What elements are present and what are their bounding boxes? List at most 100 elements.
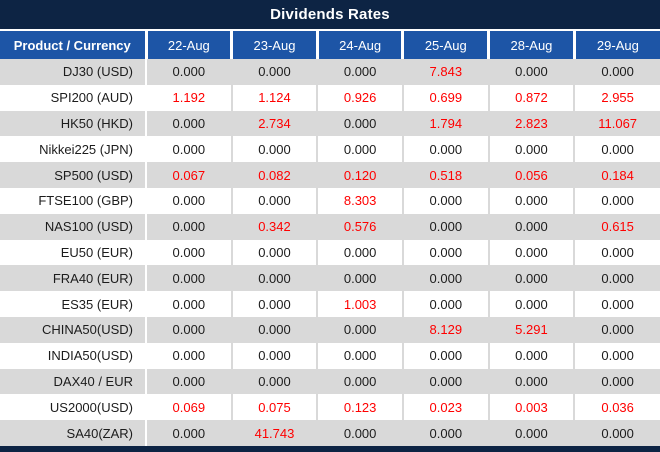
product-cell: ES35 (EUR) [0,291,147,317]
value-cell: 1.003 [316,291,403,317]
value-cell: 7.843 [401,59,489,85]
column-header-date-1: 22-Aug [144,31,232,59]
product-cell: HK50 (HKD) [0,110,147,137]
value-cell: 0.120 [316,162,403,188]
value-cell: 0.000 [573,59,660,85]
value-cell: 0.000 [573,316,660,343]
value-cell: 0.000 [573,291,660,317]
table-row: SP500 (USD) 0.067 0.082 0.120 0.518 0.056 0.18… [0,162,660,188]
value-cell: 0.000 [316,59,403,85]
value-cell: 2.734 [230,110,318,137]
value-cell: 0.000 [316,368,403,395]
value-cell: 0.000 [401,342,489,369]
product-cell: SPI200 (AUD) [0,84,147,111]
value-cell: 0.000 [573,420,660,446]
value-cell: 0.615 [573,213,660,240]
value-cell: 0.000 [316,265,403,292]
product-cell: SA40(ZAR) [0,420,147,446]
table-row: SA40(ZAR) 0.000 41.743 0.000 0.000 0.000 0.000 [0,420,660,446]
value-cell: 0.056 [487,162,575,188]
value-cell: 0.000 [145,110,232,137]
product-cell: SP500 (USD) [0,162,147,188]
product-cell: NAS100 (USD) [0,213,147,240]
value-cell: 0.000 [487,342,575,369]
table-row: EU50 (EUR) 0.000 0.000 0.000 0.000 0.000 0.000 [0,239,660,266]
table-row: SPI200 (AUD) 1.192 1.124 0.926 0.699 0.872 2.9… [0,84,660,111]
value-cell: 0.000 [401,291,489,317]
value-cell: 0.000 [230,265,318,292]
table-row: FRA40 (EUR) 0.000 0.000 0.000 0.000 0.000 0.00… [0,265,660,292]
value-cell: 0.000 [573,239,660,266]
product-cell: FRA40 (EUR) [0,265,147,292]
title-bar: Dividends Rates [0,0,660,31]
value-cell: 0.000 [573,342,660,369]
value-cell: 0.000 [401,239,489,266]
product-cell: EU50 (EUR) [0,239,147,266]
value-cell: 0.000 [145,368,232,395]
value-cell: 1.192 [145,84,232,111]
value-cell: 0.000 [487,136,575,163]
value-cell: 8.303 [316,187,403,214]
value-cell: 0.000 [145,291,232,317]
value-cell: 0.000 [401,265,489,292]
value-cell: 0.082 [230,162,318,188]
value-cell: 1.124 [230,84,318,111]
value-cell: 0.000 [316,136,403,163]
value-cell: 0.000 [230,342,318,369]
value-cell: 0.075 [230,394,318,421]
value-cell: 0.000 [145,213,232,240]
value-cell: 5.291 [487,316,575,343]
value-cell: 0.000 [230,187,318,214]
table-row: INDIA50(USD) 0.000 0.000 0.000 0.000 0.000 0.0… [0,342,660,369]
column-header-date-6: 29-Aug [572,31,660,59]
value-cell: 0.000 [401,187,489,214]
value-cell: 0.000 [487,420,575,446]
product-cell: US2000(USD) [0,394,147,421]
table-row: NAS100 (USD) 0.000 0.342 0.576 0.000 0.000 0.6… [0,213,660,240]
column-header-product: Product / Currency [0,31,146,59]
value-cell: 0.000 [401,136,489,163]
value-cell: 0.000 [230,136,318,163]
column-header-date-2: 23-Aug [230,31,318,59]
column-header-date-4: 25-Aug [401,31,489,59]
value-cell: 0.000 [145,316,232,343]
page-title: Dividends Rates [270,6,390,23]
header-row: Product / Currency 22-Aug 23-Aug 24-Aug … [0,31,660,59]
value-cell: 0.000 [230,368,318,395]
value-cell: 0.000 [487,59,575,85]
table-row: ES35 (EUR) 0.000 0.000 1.003 0.000 0.000 0.000 [0,291,660,317]
value-cell: 11.067 [573,110,660,137]
value-cell: 0.000 [316,316,403,343]
value-cell: 0.000 [145,136,232,163]
value-cell: 0.000 [487,265,575,292]
value-cell: 0.000 [145,187,232,214]
product-cell: DAX40 / EUR [0,368,147,395]
value-cell: 0.000 [230,239,318,266]
value-cell: 0.000 [573,265,660,292]
value-cell: 0.123 [316,394,403,421]
value-cell: 0.000 [401,213,489,240]
value-cell: 41.743 [230,420,318,446]
value-cell: 0.342 [230,213,318,240]
table-row: CHINA50(USD) 0.000 0.000 0.000 8.129 5.291 0.0… [0,316,660,343]
product-cell: Nikkei225 (JPN) [0,136,147,163]
value-cell: 0.000 [573,136,660,163]
value-cell: 2.955 [573,84,660,111]
value-cell: 0.000 [401,420,489,446]
value-cell: 0.872 [487,84,575,111]
value-cell: 0.000 [230,291,318,317]
value-cell: 0.036 [573,394,660,421]
value-cell: 0.000 [230,59,318,85]
table-row: FTSE100 (GBP) 0.000 0.000 8.303 0.000 0.000 0.… [0,187,660,214]
value-cell: 0.023 [401,394,489,421]
value-cell: 0.067 [145,162,232,188]
product-cell: FTSE100 (GBP) [0,187,147,214]
value-cell: 0.000 [145,239,232,266]
product-cell: CHINA50(USD) [0,316,147,343]
value-cell: 8.129 [401,316,489,343]
value-cell: 0.000 [487,187,575,214]
table-row: US2000(USD) 0.069 0.075 0.123 0.023 0.003 0.03… [0,394,660,421]
value-cell: 0.000 [401,368,489,395]
product-cell: INDIA50(USD) [0,342,147,369]
